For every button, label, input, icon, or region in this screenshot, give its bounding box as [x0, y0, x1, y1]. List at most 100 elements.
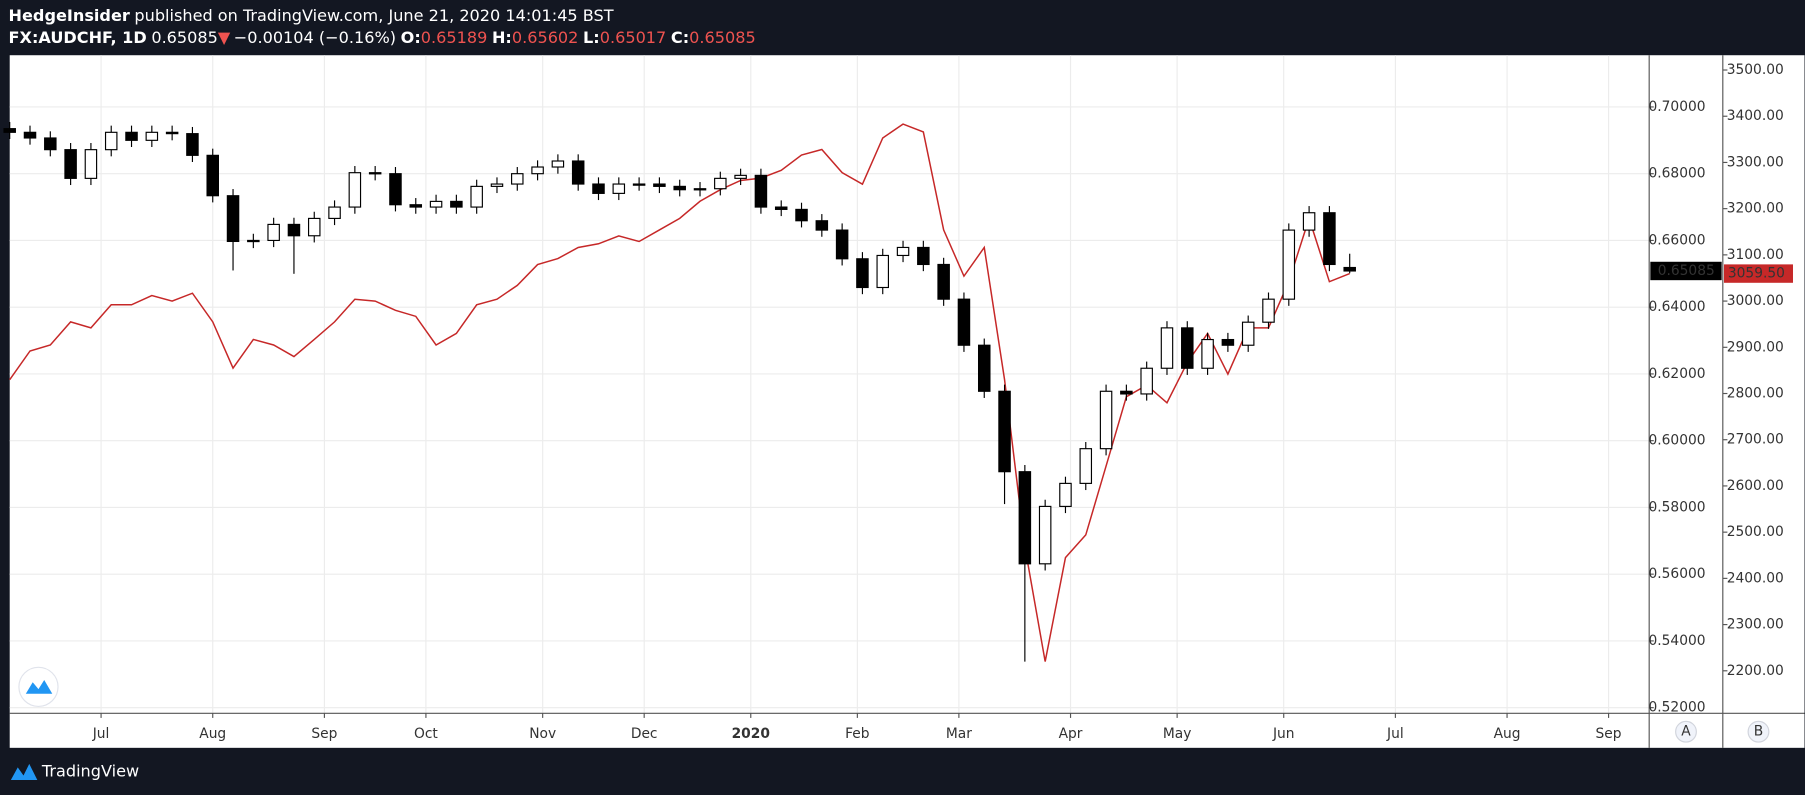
candle-body [693, 188, 707, 191]
candle-body [1038, 505, 1052, 565]
y-tick-label: 0.58000 [1648, 499, 1705, 515]
brand[interactable]: TradingView [41, 761, 139, 780]
candle-body [1221, 338, 1235, 346]
last-overlay-label: 3059.50 [1728, 266, 1785, 282]
y-tick-label: 0.62000 [1648, 366, 1705, 382]
axis-button[interactable] [1675, 720, 1697, 743]
y2-tick-label: 3300.00 [1727, 154, 1784, 170]
y-tick-label: 0.68000 [1648, 166, 1705, 182]
arrow: ▼ [218, 27, 231, 46]
y2-tick-label: 3200.00 [1727, 201, 1784, 217]
x-tick-label: Nov [529, 726, 556, 742]
x-tick-label: Dec [631, 726, 658, 742]
y-tick-label: 0.66000 [1648, 232, 1705, 248]
x-tick-label: Aug [199, 726, 226, 742]
candle-body [1099, 390, 1113, 450]
y2-tick-label: 3400.00 [1727, 108, 1784, 124]
candle-body [937, 263, 950, 300]
ohlc-value: 0.65085 [689, 27, 756, 46]
x-tick-label: Feb [845, 726, 869, 742]
candle-body [450, 200, 463, 208]
ohlc-label: C: [671, 27, 689, 46]
candle-body [368, 172, 382, 175]
candle-body [206, 154, 219, 197]
chart-panel [9, 55, 1805, 748]
candle-body [1302, 212, 1316, 231]
candle-body [389, 173, 402, 206]
axes: 0.52000 0.54000 0.56000 0.58000 0.60000 0.620… [92, 62, 1793, 742]
y-tick-label: 0.52000 [1648, 700, 1705, 716]
axis-button[interactable] [1747, 720, 1770, 743]
y-tick-label: 0.56000 [1648, 566, 1705, 582]
y2-tick-label: 2600.00 [1727, 478, 1784, 494]
candle-body [1241, 321, 1255, 346]
candle-body [551, 160, 565, 168]
y2-tick-label: 3500.00 [1727, 62, 1784, 78]
y-tick-label: 0.64000 [1648, 299, 1705, 315]
x-tick-label: 2020 [732, 726, 770, 742]
grid [9, 55, 1650, 714]
candle-body [3, 128, 16, 133]
candle-body [84, 149, 98, 179]
x-tick-label: Jun [1272, 726, 1295, 742]
candle-body [1181, 327, 1194, 369]
candle-body [998, 390, 1011, 473]
y2-tick-label: 2400.00 [1727, 570, 1784, 586]
candle-body [754, 174, 768, 208]
candle-body [917, 246, 930, 266]
candle-body [977, 344, 991, 392]
y-tick-label: 0.60000 [1648, 433, 1705, 449]
candle-body [1120, 390, 1133, 395]
candle-body [470, 185, 483, 208]
candle-body [429, 200, 443, 208]
change: −0.00104 (−0.16%) [234, 27, 396, 46]
chart-logo[interactable] [18, 666, 59, 707]
y2-tick-label: 2200.00 [1727, 663, 1784, 679]
candle-body [409, 204, 423, 208]
x-tick-label: Oct [414, 726, 438, 742]
candle-body [1343, 266, 1356, 272]
y-tick-label: 0.70000 [1648, 99, 1705, 115]
candle-body [511, 173, 524, 185]
y2-tick-label: 2500.00 [1727, 524, 1784, 540]
price: 0.65085 [151, 27, 218, 46]
plot [3, 121, 1356, 662]
y2-tick-label: 2900.00 [1727, 339, 1784, 355]
candle-body [64, 149, 77, 179]
candle-body [165, 131, 179, 135]
candle-body [632, 183, 646, 186]
axis-button-label[interactable]: B [1754, 724, 1763, 740]
candle-body [348, 172, 362, 208]
candle-body [714, 177, 727, 190]
x-tick-label: Apr [1059, 726, 1083, 742]
candle-body [673, 185, 686, 191]
candle-body [125, 131, 138, 141]
author: HedgeInsider [9, 6, 130, 25]
ohlc-label: L: [583, 27, 600, 46]
x-tick-label: May [1163, 726, 1192, 742]
x-tick-label: Sep [311, 726, 337, 742]
candle-body [1018, 471, 1032, 565]
axis-button-label[interactable]: A [1681, 724, 1691, 740]
y2-tick-label: 3100.00 [1727, 247, 1784, 263]
symbol: FX:AUDCHF, 1D [9, 27, 147, 46]
ohlc-label: H: [492, 27, 512, 46]
publish-line: HedgeInsider published on TradingView.com… [9, 6, 614, 25]
candle-body [531, 166, 544, 175]
candle-body [896, 246, 910, 257]
y2-tick-label: 2300.00 [1727, 617, 1784, 633]
ohlc-value: 0.65189 [421, 27, 488, 46]
x-tick-label: Mar [946, 726, 972, 742]
candle-body [1201, 338, 1214, 369]
chart-logo-icon [25, 679, 53, 694]
candle-body [1160, 327, 1174, 369]
y-tick-label: 0.54000 [1648, 633, 1705, 649]
candle-body [186, 133, 199, 156]
candle-body [104, 131, 118, 151]
candle-body [287, 223, 301, 237]
x-tick-label: Aug [1494, 726, 1521, 742]
brand-logo[interactable] [10, 763, 38, 781]
published: published on TradingView.com, June 21, 2… [134, 6, 613, 25]
